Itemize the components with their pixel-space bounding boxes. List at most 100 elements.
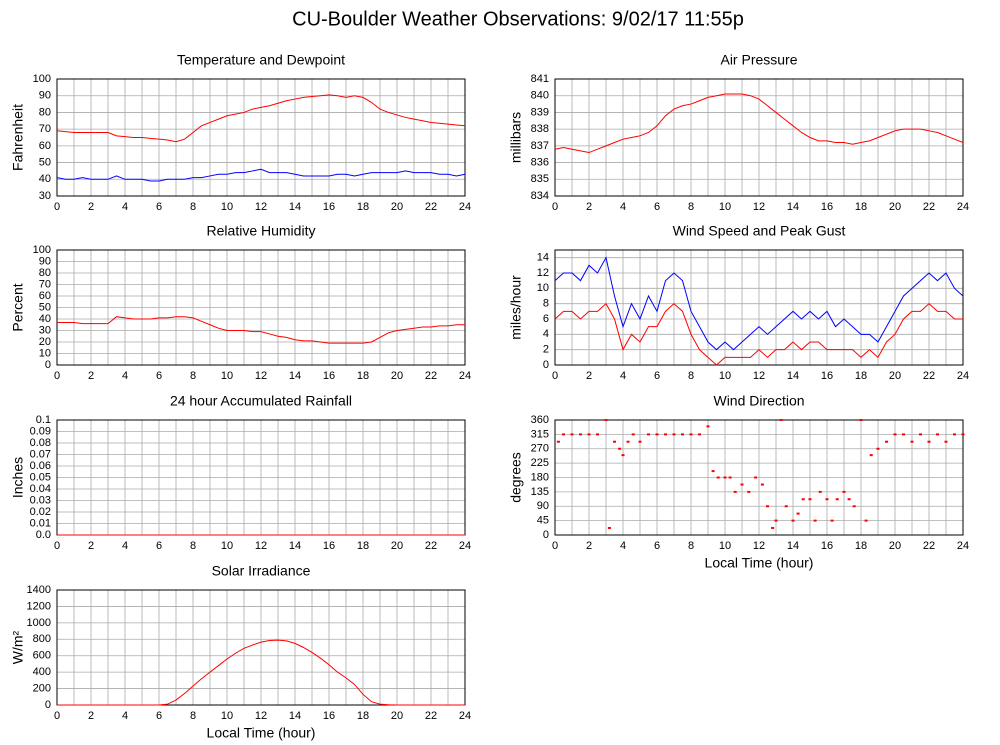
x-tick-label: 22 [923, 370, 935, 382]
y-tick-label: 0.02 [30, 506, 51, 518]
x-tick-label: 10 [719, 370, 731, 382]
x-tick-label: 22 [425, 370, 437, 382]
panel-title: Temperature and Dewpoint [177, 52, 345, 68]
y-tick-label: 836 [531, 156, 549, 168]
x-tick-label: 20 [391, 540, 403, 552]
x-tick-label: 6 [156, 710, 162, 722]
x-tick-label: 2 [88, 370, 94, 382]
plot-frame [56, 78, 466, 197]
data-line [554, 302, 963, 366]
y-axis-label: Fahrenheit [10, 104, 26, 171]
y-tick-label: 0.06 [30, 460, 51, 472]
data-point [818, 490, 822, 493]
plot-frame [554, 419, 964, 536]
x-tick-label: 16 [323, 370, 335, 382]
x-tick-label: 12 [255, 540, 267, 552]
data-point [910, 440, 914, 443]
x-tick-label: 18 [357, 540, 369, 552]
x-tick-label: 6 [156, 201, 162, 213]
x-tick-label: 10 [221, 201, 233, 213]
x-tick-label: 14 [289, 370, 301, 382]
x-tick-label: 24 [957, 201, 969, 213]
x-tick-label: 22 [425, 201, 437, 213]
data-line [57, 639, 465, 706]
x-tick-label: 0 [552, 540, 558, 552]
x-tick-label: 8 [190, 201, 196, 213]
x-tick-label: 8 [190, 710, 196, 722]
y-tick-label: 40 [39, 313, 51, 325]
y-tick-label: 0 [543, 359, 549, 371]
data-point [779, 419, 783, 421]
y-tick-label: 270 [531, 443, 549, 455]
x-tick-label: 22 [923, 201, 935, 213]
x-tick-label: 14 [787, 540, 799, 552]
x-tick-label: 16 [323, 710, 335, 722]
x-tick-label: 16 [323, 201, 335, 213]
data-point [961, 433, 965, 436]
y-tick-label: 0.1 [36, 414, 51, 426]
y-tick-label: 12 [537, 267, 549, 279]
plot-frame [56, 589, 466, 706]
data-line [56, 168, 466, 182]
data-point [760, 483, 764, 486]
y-tick-label: 80 [39, 267, 51, 279]
x-tick-label: 12 [255, 710, 267, 722]
x-tick-label: 18 [357, 370, 369, 382]
y-tick-label: 10 [39, 347, 51, 359]
y-tick-label: 1000 [27, 617, 51, 629]
data-point [604, 419, 608, 421]
x-tick-label: 6 [156, 540, 162, 552]
data-point [728, 476, 732, 479]
data-point [869, 454, 873, 457]
x-tick-label: 20 [391, 370, 403, 382]
x-tick-label: 8 [190, 540, 196, 552]
data-point [885, 440, 888, 443]
data-point [808, 498, 812, 501]
y-tick-label: 4 [543, 328, 549, 340]
panel-title: Air Pressure [720, 52, 797, 68]
data-point [698, 433, 701, 436]
data-point [801, 498, 805, 501]
x-tick-label: 20 [889, 201, 901, 213]
x-tick-label: 4 [122, 540, 128, 552]
data-point [672, 433, 676, 436]
data-point [919, 433, 922, 436]
x-tick-label: 22 [425, 540, 437, 552]
x-tick-label: 22 [425, 710, 437, 722]
data-point [626, 440, 630, 443]
data-point [621, 454, 625, 457]
panel-title: Relative Humidity [207, 223, 316, 239]
x-tick-label: 0 [552, 201, 558, 213]
x-tick-label: 4 [620, 370, 626, 382]
data-point [596, 433, 599, 436]
data-point [813, 519, 817, 522]
y-tick-label: 100 [33, 73, 51, 85]
x-tick-label: 8 [688, 370, 694, 382]
x-tick-label: 4 [122, 201, 128, 213]
y-axis-label: millibars [508, 112, 524, 163]
y-tick-label: 0.03 [30, 494, 51, 506]
data-point [579, 433, 582, 436]
data-line [56, 94, 466, 143]
y-tick-label: 0.01 [30, 517, 51, 529]
x-tick-label: 8 [688, 540, 694, 552]
x-tick-label: 14 [289, 710, 301, 722]
x-tick-label: 16 [821, 540, 833, 552]
y-tick-label: 20 [39, 336, 51, 348]
y-tick-label: 315 [531, 428, 549, 440]
y-tick-label: 200 [33, 682, 51, 694]
y-tick-label: 0 [45, 359, 51, 371]
x-tick-label: 24 [459, 201, 471, 213]
data-point [689, 433, 693, 436]
x-tick-label: 14 [289, 540, 301, 552]
data-point [902, 433, 905, 436]
data-point [613, 440, 616, 443]
page-title: CU-Boulder Weather Observations: 9/02/17… [292, 8, 744, 30]
y-tick-label: 8 [543, 298, 549, 310]
y-tick-label: 80 [39, 106, 51, 118]
y-tick-label: 841 [531, 73, 549, 85]
x-tick-label: 12 [753, 201, 765, 213]
x-tick-label: 16 [821, 370, 833, 382]
data-point [562, 433, 565, 436]
data-point [774, 519, 778, 522]
